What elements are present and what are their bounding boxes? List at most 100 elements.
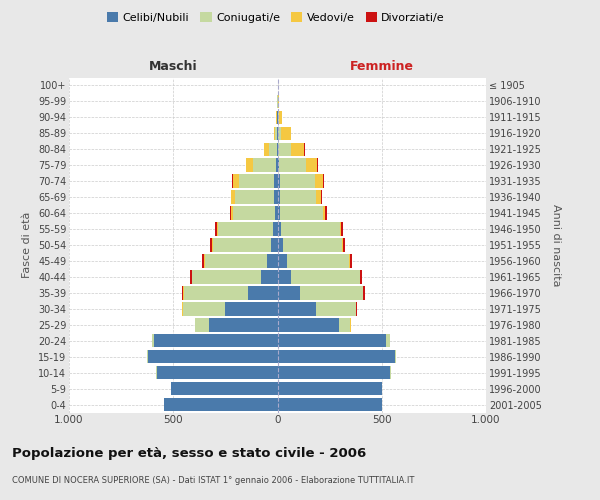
Bar [277, 142, 305, 156]
Bar [277, 382, 382, 396]
Bar [246, 158, 277, 172]
Bar [277, 254, 352, 268]
Bar [277, 238, 283, 252]
Bar [156, 366, 277, 380]
Bar [277, 350, 395, 364]
Legend: Celibi/Nubili, Coniugati/e, Vedovi/e, Divorziati/e: Celibi/Nubili, Coniugati/e, Vedovi/e, Di… [103, 8, 449, 28]
Bar [171, 382, 277, 396]
Bar [277, 350, 396, 364]
Bar [277, 350, 396, 364]
Bar [195, 318, 277, 332]
Bar [226, 302, 277, 316]
Bar [277, 366, 390, 380]
Bar [277, 334, 386, 347]
Bar [277, 110, 279, 124]
Bar [277, 142, 278, 156]
Bar [261, 270, 277, 283]
Bar [277, 110, 282, 124]
Bar [152, 334, 277, 347]
Bar [277, 382, 382, 396]
Bar [277, 174, 323, 188]
Bar [277, 238, 345, 252]
Bar [277, 174, 323, 188]
Bar [217, 222, 277, 236]
Bar [182, 302, 277, 316]
Bar [154, 334, 277, 347]
Bar [277, 238, 342, 252]
Bar [277, 126, 290, 140]
Bar [277, 222, 281, 236]
Bar [271, 238, 277, 252]
Bar [277, 254, 287, 268]
Bar [274, 126, 277, 140]
Bar [277, 222, 343, 236]
Bar [277, 190, 316, 204]
Bar [184, 286, 277, 300]
Bar [276, 110, 277, 124]
Bar [277, 126, 278, 140]
Bar [277, 94, 278, 108]
Bar [277, 206, 327, 220]
Bar [277, 350, 396, 364]
Bar [277, 286, 301, 300]
Bar [182, 286, 277, 300]
Bar [274, 174, 277, 188]
Bar [274, 222, 277, 236]
Bar [277, 270, 360, 283]
Bar [277, 318, 351, 332]
Bar [277, 302, 316, 316]
Bar [277, 286, 365, 300]
Bar [277, 126, 281, 140]
Bar [276, 110, 277, 124]
Bar [277, 190, 322, 204]
Bar [235, 190, 277, 204]
Bar [277, 190, 321, 204]
Bar [233, 206, 277, 220]
Bar [164, 398, 277, 411]
Bar [275, 206, 277, 220]
Bar [192, 270, 277, 283]
Bar [156, 366, 277, 380]
Bar [190, 270, 277, 283]
Bar [277, 270, 291, 283]
Bar [265, 142, 277, 156]
Bar [164, 398, 277, 411]
Bar [277, 334, 389, 347]
Bar [277, 254, 350, 268]
Bar [277, 334, 389, 347]
Bar [277, 382, 382, 396]
Text: COMUNE DI NOCERA SUPERIORE (SA) - Dati ISTAT 1° gennaio 2006 - Elaborazione TUTT: COMUNE DI NOCERA SUPERIORE (SA) - Dati I… [12, 476, 415, 485]
Bar [276, 158, 277, 172]
Bar [277, 190, 280, 204]
Bar [277, 302, 356, 316]
Bar [277, 366, 391, 380]
Bar [277, 158, 317, 172]
Bar [277, 334, 389, 347]
Bar [277, 382, 382, 396]
Bar [267, 254, 277, 268]
Bar [277, 158, 306, 172]
Y-axis label: Fasce di età: Fasce di età [22, 212, 32, 278]
Text: Femmine: Femmine [350, 60, 414, 72]
Bar [171, 382, 277, 396]
Bar [164, 398, 277, 411]
Bar [277, 318, 339, 332]
Text: Maschi: Maschi [149, 60, 197, 72]
Bar [218, 222, 277, 236]
Bar [277, 206, 280, 220]
Bar [230, 190, 277, 204]
Bar [231, 206, 277, 220]
Bar [230, 206, 277, 220]
Bar [277, 318, 350, 332]
Bar [191, 270, 277, 283]
Bar [184, 286, 277, 300]
Bar [277, 398, 382, 411]
Bar [233, 174, 277, 188]
Bar [148, 350, 277, 364]
Bar [277, 270, 362, 283]
Bar [269, 142, 277, 156]
Bar [277, 366, 391, 380]
Bar [277, 302, 356, 316]
Bar [232, 174, 277, 188]
Bar [277, 398, 382, 411]
